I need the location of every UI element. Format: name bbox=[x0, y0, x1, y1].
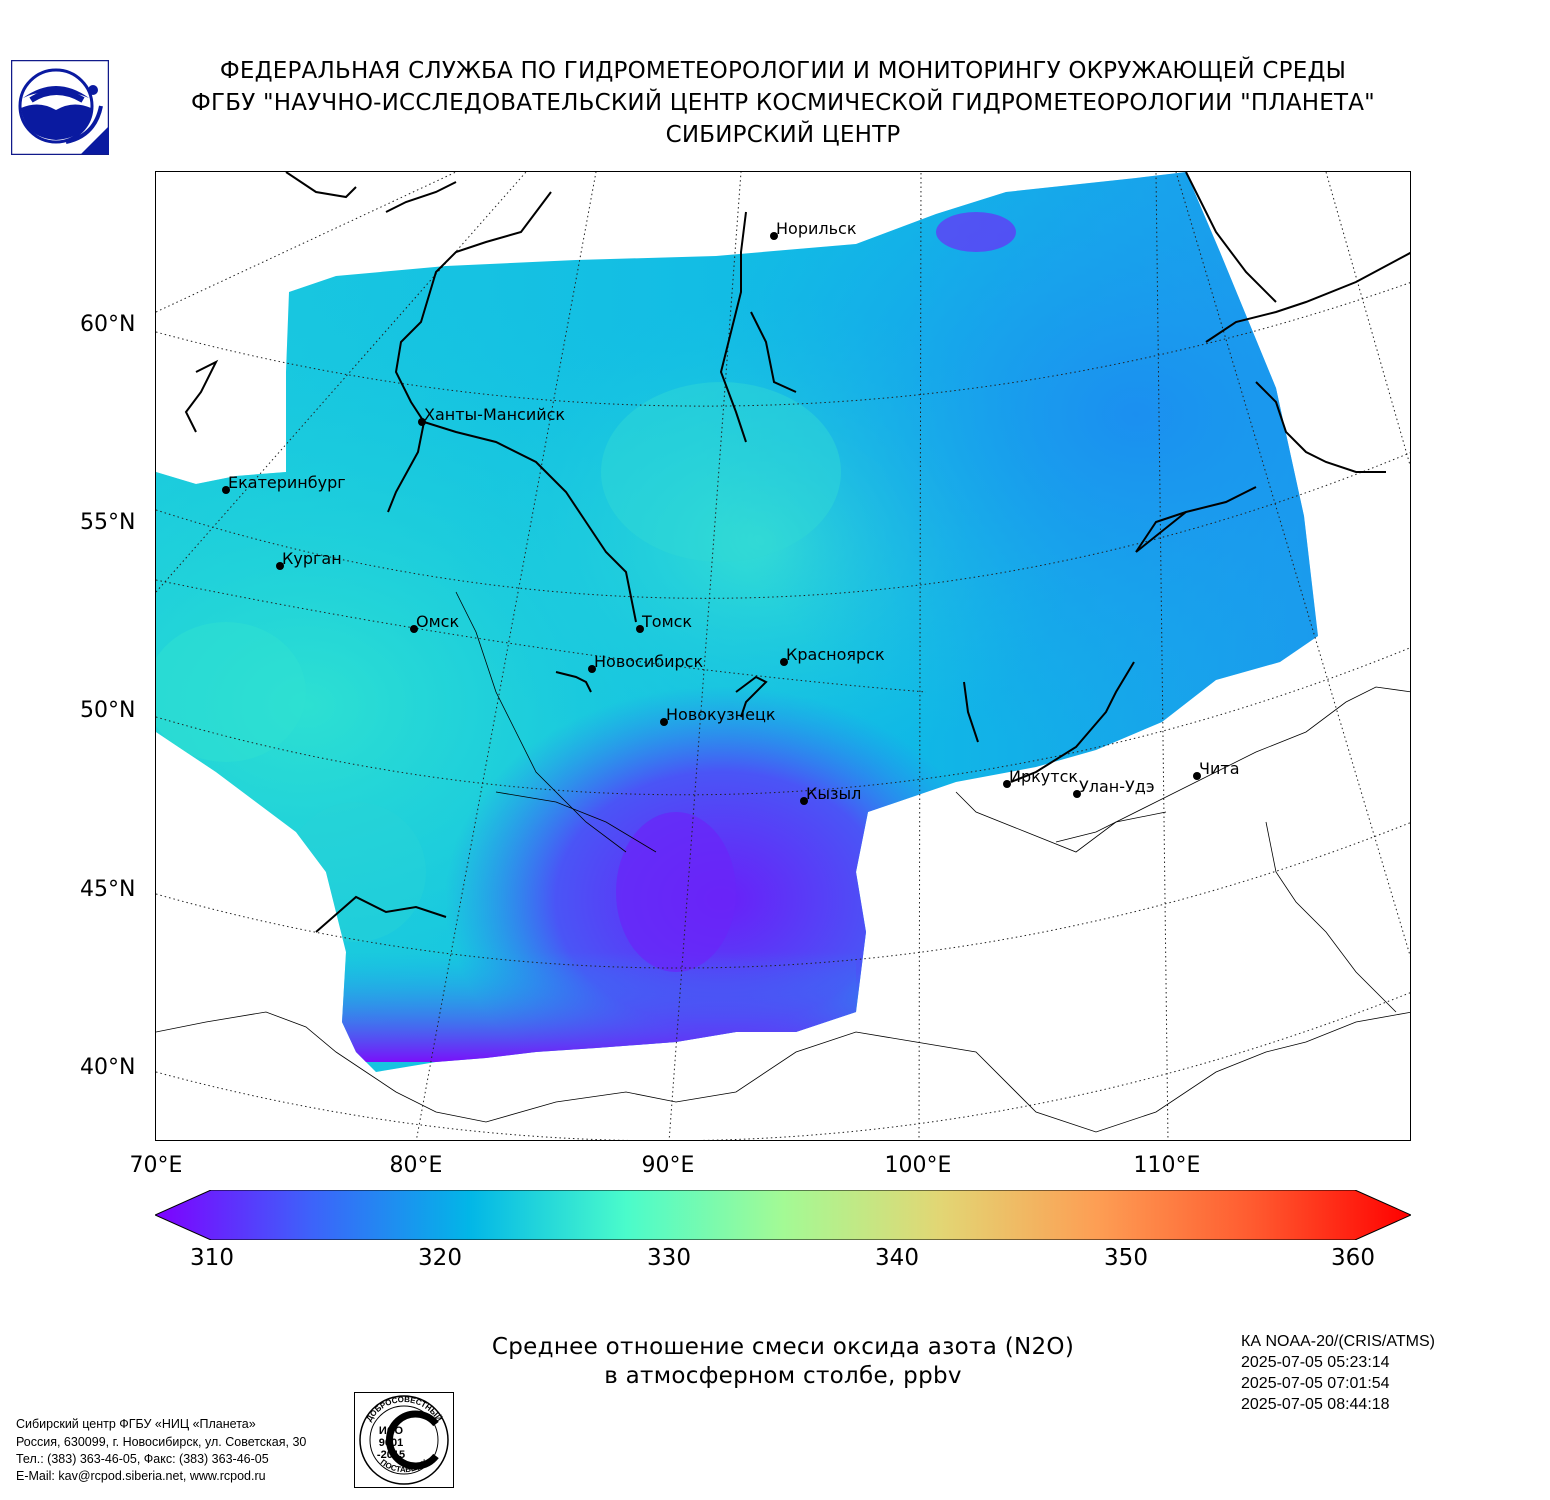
city-chita: Чита bbox=[1193, 759, 1240, 780]
map-svg: Норильск Ханты-Мансийск Екатеринбург Кур… bbox=[156, 172, 1410, 1140]
svg-text:Новосибирск: Новосибирск bbox=[594, 652, 703, 671]
svg-text:Томск: Томск bbox=[641, 612, 692, 631]
svg-text:Омск: Омск bbox=[416, 612, 459, 631]
lat-label-45: 45°N bbox=[80, 877, 136, 902]
footer-org: Сибирский центр ФГБУ «НИЦ «Планета» bbox=[16, 1417, 256, 1431]
footer-phone: Тел.: (383) 363-46-05, Факс: (383) 363-4… bbox=[16, 1452, 269, 1466]
lat-label-50: 50°N bbox=[80, 698, 136, 723]
footer-email: E-Mail: kav@rcpod.siberia.net, www.rcpod… bbox=[16, 1469, 266, 1483]
svg-text:Кызыл: Кызыл bbox=[806, 784, 861, 803]
city-ekaterinburg: Екатеринбург bbox=[222, 473, 346, 494]
svg-text:Ханты-Мансийск: Ханты-Мансийск bbox=[424, 405, 565, 424]
city-kurgan: Курган bbox=[276, 549, 342, 570]
lat-label-55: 55°N bbox=[80, 510, 136, 535]
svg-text:Новокузнецк: Новокузнецк bbox=[666, 705, 776, 724]
city-irkutsk: Иркутск bbox=[1003, 767, 1078, 788]
product-title: Среднее отношение смеси оксида азота (N2… bbox=[491, 1334, 1075, 1360]
svg-text:Курган: Курган bbox=[282, 549, 342, 568]
lat-label-40: 40°N bbox=[80, 1055, 136, 1080]
svg-text:Норильск: Норильск bbox=[776, 219, 857, 238]
city-tomsk: Томск bbox=[636, 612, 692, 633]
colorbar-tick-340: 340 bbox=[875, 1245, 919, 1271]
header-center: СИБИРСКИЙ ЦЕНТР bbox=[665, 122, 901, 148]
lat-label-60: 60°N bbox=[80, 312, 136, 337]
city-markers: Норильск Ханты-Мансийск Екатеринбург Кур… bbox=[222, 219, 1240, 805]
colorbar-tick-350: 350 bbox=[1104, 1245, 1148, 1271]
header-institution: ФГБУ "НАУЧНО-ИССЛЕДОВАТЕЛЬСКИЙ ЦЕНТР КОС… bbox=[191, 90, 1375, 116]
satellite-name: КА NOAA-20/(CRIS/ATMS) bbox=[1241, 1333, 1435, 1350]
rivers bbox=[184, 172, 1410, 933]
lon-label-90: 90°E bbox=[641, 1153, 695, 1178]
lon-label-70: 70°E bbox=[129, 1153, 183, 1178]
svg-text:-2015: -2015 bbox=[377, 1449, 405, 1461]
colorbar bbox=[153, 1189, 1413, 1241]
city-norilsk: Норильск bbox=[770, 219, 857, 240]
graticule bbox=[156, 172, 1410, 1140]
city-krasnoyarsk: Красноярск bbox=[780, 645, 885, 666]
lon-label-100: 100°E bbox=[884, 1153, 952, 1178]
city-khanty-mansiysk: Ханты-Мансийск bbox=[418, 405, 565, 426]
n2o-field bbox=[156, 172, 1318, 1072]
svg-text:Екатеринбург: Екатеринбург bbox=[228, 473, 346, 492]
svg-text:Улан-Удэ: Улан-Удэ bbox=[1079, 777, 1155, 796]
lon-label-80: 80°E bbox=[389, 1153, 443, 1178]
header-agency: ФЕДЕРАЛЬНАЯ СЛУЖБА ПО ГИДРОМЕТЕОРОЛОГИИ … bbox=[219, 58, 1347, 84]
borders bbox=[156, 591, 1410, 1133]
organization-logo bbox=[10, 59, 110, 156]
map-panel: Норильск Ханты-Мансийск Екатеринбург Кур… bbox=[155, 171, 1411, 1141]
satellite-time-2: 2025-07-05 07:01:54 bbox=[1241, 1375, 1390, 1392]
colorbar-tick-360: 360 bbox=[1331, 1245, 1375, 1271]
svg-text:ИСО: ИСО bbox=[379, 1425, 404, 1437]
colorbar-tick-330: 330 bbox=[647, 1245, 691, 1271]
iso-certification-stamp: ДОБРОСОВЕСТНЫЙ ПОСТАВЩИК ИСО 9001 -2015 bbox=[354, 1392, 454, 1488]
footer-address: Россия, 630099, г. Новосибирск, ул. Сове… bbox=[16, 1435, 307, 1449]
city-novosibirsk: Новосибирск bbox=[588, 652, 703, 673]
colorbar-tick-310: 310 bbox=[190, 1245, 234, 1271]
satellite-time-1: 2025-07-05 05:23:14 bbox=[1241, 1354, 1390, 1371]
satellite-time-3: 2025-07-05 08:44:18 bbox=[1241, 1396, 1390, 1413]
lon-label-110: 110°E bbox=[1133, 1153, 1201, 1178]
svg-text:9001: 9001 bbox=[379, 1437, 403, 1449]
svg-text:Красноярск: Красноярск bbox=[786, 645, 885, 664]
svg-text:Чита: Чита bbox=[1199, 759, 1240, 778]
city-omsk: Омск bbox=[410, 612, 459, 633]
svg-text:Иркутск: Иркутск bbox=[1009, 767, 1078, 786]
city-ulan-ude: Улан-Удэ bbox=[1073, 777, 1155, 798]
product-subtitle: в атмосферном столбе, ppbv bbox=[604, 1363, 962, 1389]
colorbar-tick-320: 320 bbox=[418, 1245, 462, 1271]
city-novokuznetsk: Новокузнецк bbox=[660, 705, 776, 726]
city-kyzyl: Кызыл bbox=[800, 784, 861, 805]
